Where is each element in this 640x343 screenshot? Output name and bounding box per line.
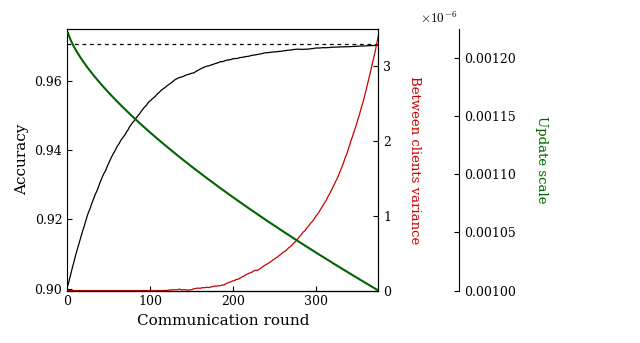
Y-axis label: Update scale: Update scale <box>535 116 548 203</box>
Text: $\times10^{-6}$: $\times10^{-6}$ <box>420 10 457 26</box>
Y-axis label: Between clients variance: Between clients variance <box>408 75 421 244</box>
Y-axis label: Accuracy: Accuracy <box>15 124 29 196</box>
X-axis label: Communication round: Communication round <box>136 314 309 328</box>
